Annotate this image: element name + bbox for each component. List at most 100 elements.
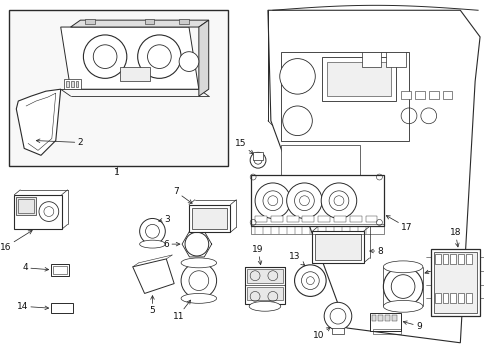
Bar [286,216,298,222]
Ellipse shape [181,293,216,303]
Bar [179,19,189,24]
Circle shape [382,267,422,306]
Bar [18,199,34,212]
Circle shape [286,183,321,218]
Bar [271,216,282,222]
Bar [326,61,391,96]
Bar [312,231,363,263]
Bar [247,287,282,300]
Bar [280,52,408,141]
Bar [400,91,410,99]
Bar [144,19,154,24]
Bar [442,91,452,99]
Text: 2: 2 [36,138,83,147]
Bar [85,19,95,24]
Bar [251,175,383,226]
Bar [414,91,424,99]
Circle shape [320,183,356,218]
Bar [51,303,73,313]
Ellipse shape [382,300,422,312]
Text: 1: 1 [114,167,120,177]
Bar [315,234,360,260]
Text: 3: 3 [158,215,170,224]
Text: 16: 16 [0,231,32,252]
Text: 15: 15 [234,139,253,154]
Circle shape [181,263,216,298]
Text: 11: 11 [172,300,190,321]
Circle shape [323,302,351,330]
Text: 14: 14 [17,302,48,311]
Circle shape [39,202,59,221]
Bar [457,293,463,303]
Polygon shape [60,27,198,89]
Circle shape [250,152,265,168]
Text: 4: 4 [22,263,48,272]
Polygon shape [198,20,208,96]
Text: 18: 18 [449,228,460,247]
Circle shape [279,59,315,94]
Bar [192,208,227,229]
Bar [245,267,284,304]
Bar [120,66,149,81]
Bar [442,254,448,264]
Bar [302,216,314,222]
Bar [428,91,438,99]
Polygon shape [71,20,208,27]
Ellipse shape [382,261,422,273]
Text: 6: 6 [163,240,180,248]
Circle shape [139,218,165,244]
Ellipse shape [181,258,216,268]
Bar [63,79,81,89]
Text: 19: 19 [252,245,263,265]
Bar [450,254,455,264]
Bar [65,81,68,87]
Bar [51,264,68,276]
Text: 5: 5 [149,296,155,315]
Circle shape [185,232,208,256]
Text: 8: 8 [369,247,382,256]
Bar [378,315,382,321]
Ellipse shape [139,240,165,248]
Bar [16,197,36,215]
Bar [457,254,463,264]
Bar [385,315,390,321]
Polygon shape [16,89,60,155]
Circle shape [179,52,198,71]
Bar [318,216,330,222]
Bar [465,293,471,303]
Text: 7: 7 [173,187,192,203]
Bar [349,216,361,222]
Bar [361,52,380,66]
Bar [333,216,345,222]
Polygon shape [267,10,479,343]
Bar [450,293,455,303]
Bar [53,266,66,274]
Circle shape [83,35,126,78]
Bar [189,205,230,232]
Text: 17: 17 [385,216,412,232]
Polygon shape [133,259,174,293]
Bar [386,52,405,66]
Bar [369,313,400,331]
Bar [280,145,359,175]
Circle shape [282,106,312,136]
Bar [434,293,439,303]
Bar [434,254,439,264]
Bar [9,10,228,166]
Text: 9: 9 [403,321,421,331]
Bar [392,315,396,321]
Text: 10: 10 [312,327,330,340]
Bar [245,267,284,285]
Bar [465,254,471,264]
Bar [442,293,448,303]
Bar [71,81,74,87]
Bar [321,57,395,101]
Circle shape [137,35,181,78]
Bar [430,249,479,316]
Bar [371,315,376,321]
Bar [365,216,377,222]
Bar [433,252,476,313]
Bar [15,195,61,229]
Bar [332,328,343,334]
Bar [373,329,400,334]
